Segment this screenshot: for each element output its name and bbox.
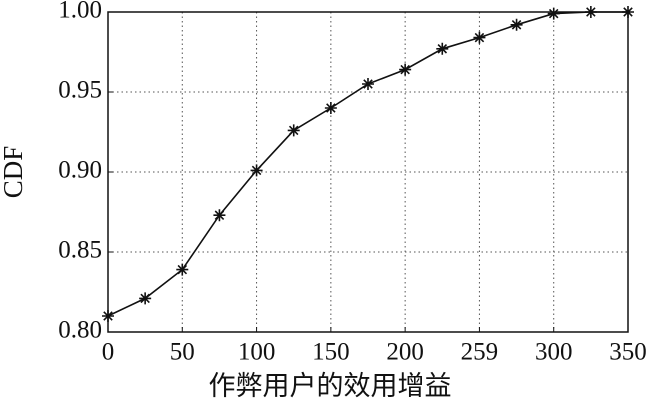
y-tick-label: 0.95 (58, 77, 102, 104)
x-tick-label: 259 (461, 339, 499, 366)
y-tick-label: 1.00 (58, 0, 102, 24)
plot-frame (107, 11, 629, 333)
x-tick-label: 300 (535, 339, 573, 366)
data-point (324, 102, 337, 114)
data-point (436, 42, 449, 55)
data-point (139, 292, 152, 305)
x-tick-label: 100 (238, 339, 276, 366)
data-point (473, 31, 486, 44)
x-tick-label: 200 (386, 339, 424, 366)
x-tick-label: 50 (170, 339, 195, 366)
data-point (213, 209, 226, 222)
data-point (176, 263, 189, 276)
data-point (547, 7, 560, 20)
data-point (399, 63, 412, 76)
data-point (102, 310, 114, 322)
data-point (362, 78, 374, 90)
y-tick-label: 0.80 (58, 317, 102, 344)
y-axis-label: CDF (0, 146, 28, 199)
x-tick-label: 350 (609, 339, 647, 366)
y-tick-label: 0.90 (58, 157, 102, 184)
data-point (584, 6, 597, 18)
y-tick-label: 0.85 (58, 237, 102, 264)
x-axis-label: 作弊用户的效用增益 (209, 371, 452, 401)
x-tick-label: 150 (312, 339, 350, 366)
data-point (287, 124, 300, 137)
data-point (622, 6, 634, 18)
data-point (510, 18, 523, 31)
data-point (250, 164, 263, 177)
x-tick-label: 0 (102, 339, 115, 366)
